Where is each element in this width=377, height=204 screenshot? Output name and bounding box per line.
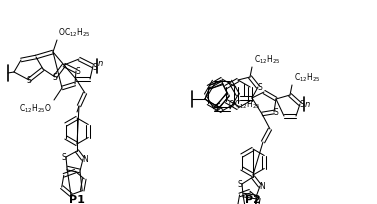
Text: P2: P2 — [245, 194, 261, 204]
Text: S: S — [238, 180, 242, 188]
Text: S: S — [76, 67, 80, 76]
Text: N: N — [259, 182, 265, 191]
Text: S: S — [93, 62, 97, 71]
Text: $\mathregular{OC_{12}H_{25}}$: $\mathregular{OC_{12}H_{25}}$ — [58, 26, 90, 39]
Text: n: n — [304, 100, 310, 109]
Text: $\mathregular{OC_{12}H_{25}}$: $\mathregular{OC_{12}H_{25}}$ — [228, 98, 261, 110]
Text: $\mathregular{C_{12}H_{25}O}$: $\mathregular{C_{12}H_{25}O}$ — [19, 102, 52, 115]
Text: S: S — [53, 73, 57, 82]
Text: S: S — [274, 108, 278, 117]
Text: S: S — [216, 103, 221, 112]
Text: S: S — [300, 100, 304, 109]
Text: S: S — [27, 76, 31, 85]
Text: N: N — [82, 155, 88, 164]
Text: P1: P1 — [69, 194, 85, 204]
Text: S: S — [257, 83, 262, 92]
Text: $\mathregular{C_{12}H_{25}}$: $\mathregular{C_{12}H_{25}}$ — [254, 53, 280, 66]
Text: n: n — [97, 59, 103, 68]
Text: S: S — [214, 104, 218, 113]
Text: S: S — [61, 153, 66, 162]
Text: $\mathregular{C_{12}H_{25}}$: $\mathregular{C_{12}H_{25}}$ — [294, 71, 320, 84]
